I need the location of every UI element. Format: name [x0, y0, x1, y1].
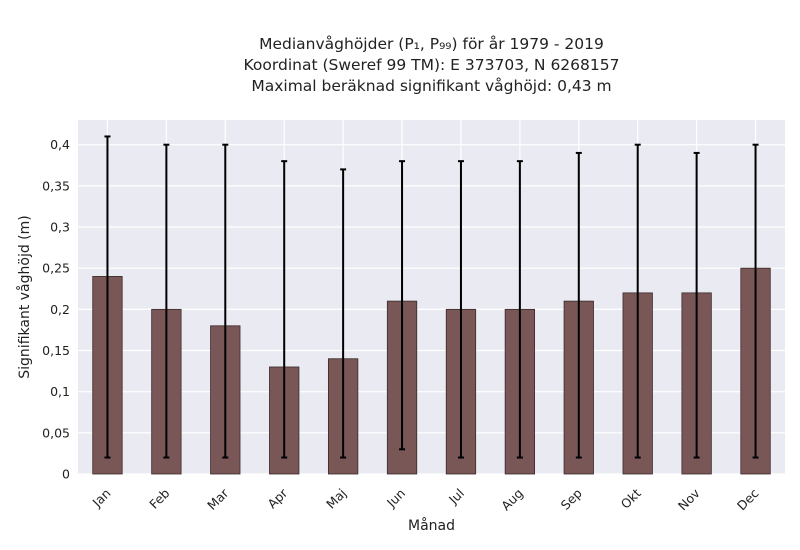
error-bar — [281, 160, 288, 459]
x-axis-ticks: Jan Feb Mar Apr Maj Jun Jul Aug Sep Okt Nov Dec — [89, 485, 762, 513]
y-axis-ticks: 0 0,05 0,1 0,15 0,2 0,25 0,3 0,35 0,4 — [42, 137, 70, 481]
x-tick-label: Jul — [445, 486, 467, 508]
error-bar — [104, 135, 111, 459]
error-bar — [340, 168, 347, 459]
error-bar — [163, 143, 170, 459]
y-tick-label: 0,1 — [50, 384, 70, 399]
x-tick-label: Aug — [498, 486, 526, 514]
x-axis-label: Månad — [408, 517, 455, 534]
error-bar — [222, 143, 229, 459]
error-bar — [693, 151, 700, 459]
x-tick-label: Maj — [323, 486, 349, 512]
error-bar — [634, 143, 641, 459]
y-tick-label: 0,35 — [42, 178, 70, 193]
y-tick-label: 0,05 — [42, 425, 70, 440]
error-bar — [752, 143, 759, 459]
y-tick-label: 0,2 — [50, 302, 70, 317]
error-bar — [516, 160, 523, 459]
x-tick-label: Dec — [734, 485, 762, 513]
x-tick-label: Jan — [89, 486, 114, 511]
y-tick-label: 0,3 — [50, 220, 70, 235]
x-tick-label: Apr — [264, 485, 291, 512]
y-tick-label: 0 — [62, 467, 70, 482]
title-line-1: Medianvåghöjder (P₁, P₉₉) för år 1979 - … — [259, 35, 604, 53]
error-bar — [457, 160, 464, 459]
title-line-2: Koordinat (Sweref 99 TM): E 373703, N 62… — [243, 56, 620, 74]
y-tick-label: 0,4 — [50, 137, 70, 152]
x-tick-label: Feb — [146, 485, 172, 511]
x-tick-label: Okt — [618, 485, 644, 511]
x-tick-label: Jun — [383, 486, 408, 511]
y-tick-label: 0,15 — [42, 343, 70, 358]
error-bars — [104, 135, 759, 459]
y-axis-label: Signifikant våghöjd (m) — [16, 215, 33, 378]
plot-area — [78, 120, 785, 474]
x-tick-label: Mar — [204, 485, 232, 513]
error-bar — [575, 151, 582, 459]
chart-title: Medianvåghöjder (P₁, P₉₉) för år 1979 - … — [78, 34, 785, 97]
title-line-3: Maximal beräknad signifikant våghöjd: 0,… — [251, 77, 612, 95]
x-tick-label: Nov — [675, 485, 703, 513]
y-tick-label: 0,25 — [42, 261, 70, 276]
error-bar — [399, 160, 406, 451]
x-tick-label: Sep — [558, 485, 585, 512]
